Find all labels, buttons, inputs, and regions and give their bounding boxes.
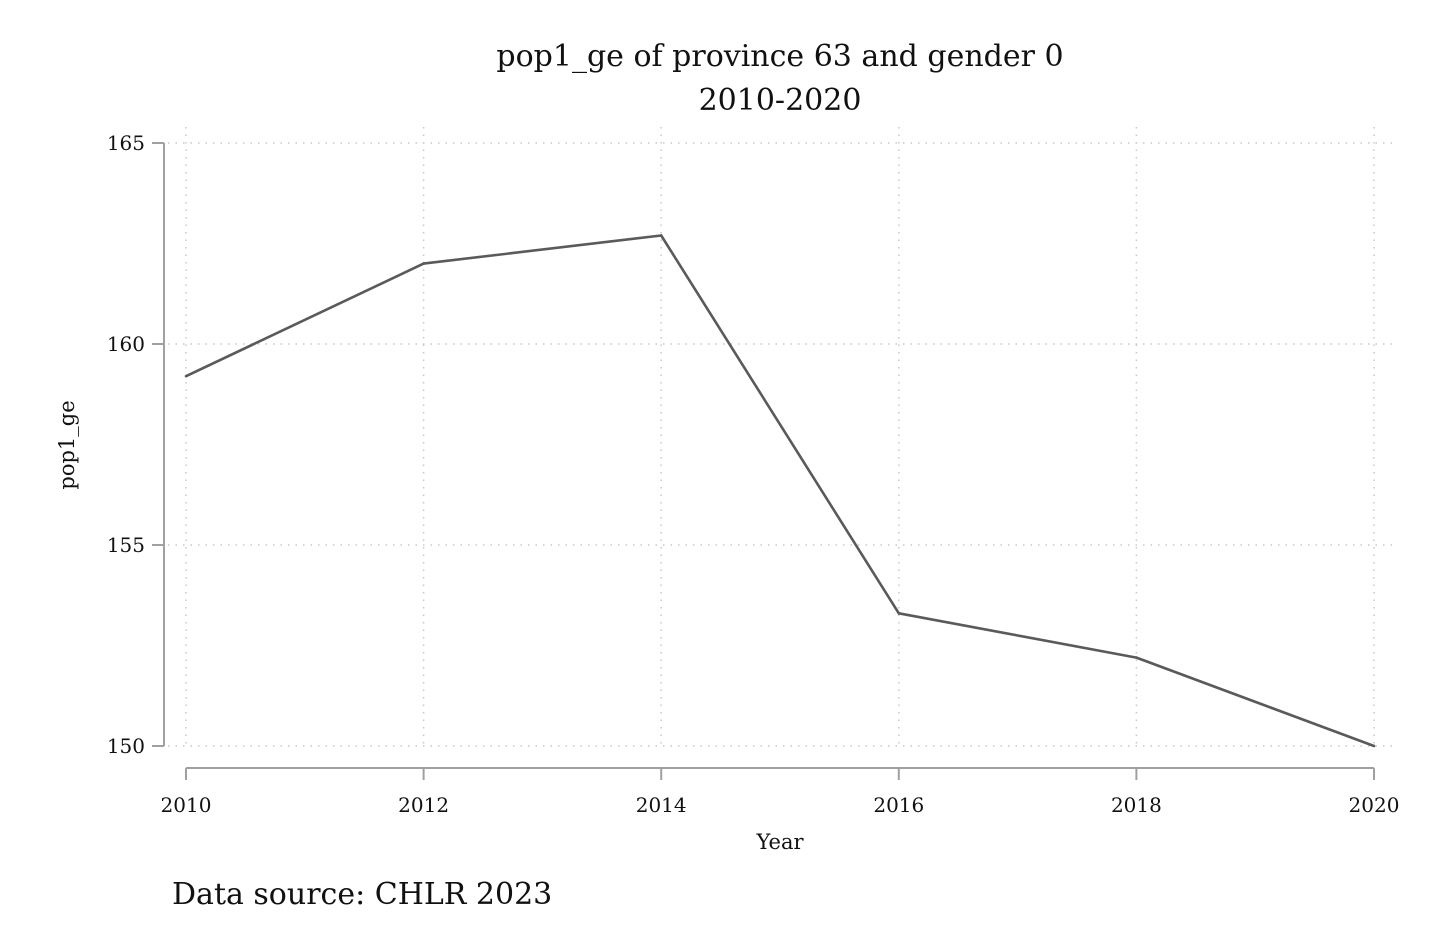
x-tick-label-2018: 2018: [1111, 793, 1162, 817]
data-point-2016: [897, 612, 901, 615]
data-point-2018: [1135, 656, 1138, 659]
x-tick-label-2014: 2014: [636, 793, 687, 817]
data-point-2012: [422, 262, 425, 265]
x-tick-label-2010: 2010: [161, 793, 212, 817]
y-axis-label: pop1_ge: [55, 400, 79, 489]
x-tick-label-2016: 2016: [873, 793, 924, 817]
chart-title: pop1_ge of province 63 and gender 0: [496, 39, 1063, 74]
data-point-2010: [184, 374, 188, 378]
y-tick-label-155: 155: [107, 533, 145, 557]
x-tick-label-2012: 2012: [398, 793, 449, 817]
data-point-2014: [659, 234, 663, 237]
x-tick-label-2020: 2020: [1349, 793, 1400, 817]
y-tick-label-165: 165: [107, 131, 145, 155]
grid-lines: [168, 127, 1396, 747]
y-axis-ticks: 150 155 160 165: [107, 131, 164, 758]
data-source-note: Data source: CHLR 2023: [172, 877, 552, 912]
x-axis-label: Year: [755, 830, 804, 854]
x-axis-ticks: 2010 2012 2014 2016 2018 2020: [161, 768, 1400, 817]
y-tick-label-150: 150: [107, 734, 145, 758]
chart-subtitle: 2010-2020: [699, 83, 862, 118]
series: [184, 234, 1376, 748]
y-tick-label-160: 160: [107, 332, 145, 356]
series-line-0: [185, 234, 1375, 748]
data-point-2020: [1372, 744, 1376, 748]
